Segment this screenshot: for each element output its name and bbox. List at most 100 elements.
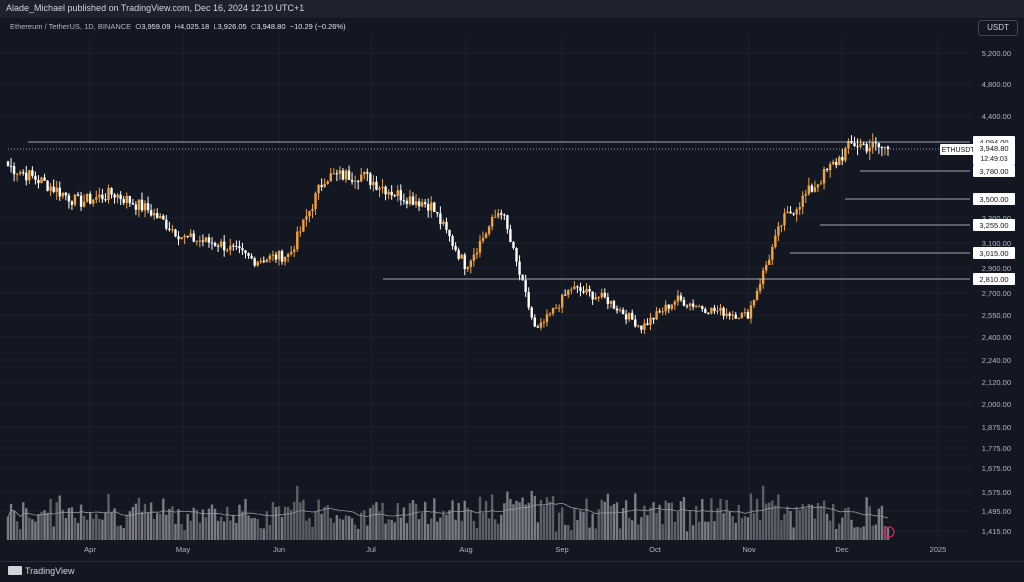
candle-body[interactable]: [369, 173, 372, 186]
volume-bar[interactable]: [771, 500, 774, 540]
volume-bar[interactable]: [649, 507, 652, 540]
candle-body[interactable]: [323, 183, 326, 188]
volume-bar[interactable]: [320, 513, 323, 540]
candle-body[interactable]: [259, 260, 262, 262]
candle-body[interactable]: [280, 251, 284, 262]
volume-bar[interactable]: [722, 513, 725, 540]
volume-bar[interactable]: [417, 519, 421, 540]
volume-bar[interactable]: [573, 508, 576, 540]
volume-bar[interactable]: [761, 485, 765, 540]
candle-body[interactable]: [262, 260, 265, 263]
volume-bar[interactable]: [533, 495, 536, 540]
volume-bar[interactable]: [381, 502, 384, 540]
candle-body[interactable]: [515, 248, 518, 262]
volume-bar[interactable]: [758, 519, 762, 540]
candle-body[interactable]: [293, 249, 296, 252]
candle-body[interactable]: [564, 294, 567, 296]
volume-bar[interactable]: [98, 518, 101, 540]
volume-bar[interactable]: [366, 525, 369, 540]
volume-bar[interactable]: [871, 525, 874, 540]
volume-bar[interactable]: [402, 507, 406, 540]
volume-bar[interactable]: [414, 503, 418, 540]
candle-body[interactable]: [746, 312, 750, 319]
volume-bar[interactable]: [509, 498, 512, 540]
volume-bar[interactable]: [780, 520, 783, 540]
candle-body[interactable]: [232, 245, 235, 247]
volume-bar[interactable]: [76, 522, 80, 540]
candle-body[interactable]: [18, 172, 22, 174]
candle-body[interactable]: [737, 318, 740, 320]
candle-body[interactable]: [204, 237, 208, 242]
candle-body[interactable]: [335, 173, 339, 175]
volume-bar[interactable]: [582, 512, 585, 540]
volume-bar[interactable]: [755, 498, 759, 540]
candle-body[interactable]: [427, 204, 430, 211]
candle-body[interactable]: [168, 228, 171, 230]
candle-body[interactable]: [6, 161, 10, 166]
volume-bar[interactable]: [886, 528, 890, 540]
candle-body[interactable]: [865, 144, 868, 152]
volume-bar[interactable]: [518, 502, 521, 540]
candle-body[interactable]: [350, 179, 354, 182]
volume-bar[interactable]: [73, 517, 77, 540]
volume-bar[interactable]: [792, 527, 795, 540]
volume-bar[interactable]: [813, 518, 817, 540]
candle-body[interactable]: [289, 251, 293, 254]
candle-body[interactable]: [116, 194, 119, 198]
volume-bar[interactable]: [52, 526, 55, 540]
candle-body[interactable]: [813, 187, 817, 192]
volume-bar[interactable]: [469, 509, 473, 540]
volume-bar[interactable]: [156, 513, 159, 540]
candle-body[interactable]: [143, 203, 147, 211]
volume-bar[interactable]: [539, 499, 543, 540]
candle-body[interactable]: [390, 191, 393, 196]
volume-bar[interactable]: [436, 521, 439, 540]
volume-bar[interactable]: [530, 490, 533, 540]
candle-body[interactable]: [210, 242, 214, 244]
candle-body[interactable]: [643, 323, 646, 330]
volume-bar[interactable]: [484, 501, 488, 540]
volume-bar[interactable]: [335, 515, 339, 540]
volume-bar[interactable]: [810, 504, 814, 540]
volume-bar[interactable]: [448, 510, 451, 540]
volume-bar[interactable]: [347, 515, 351, 540]
candle-body[interactable]: [149, 210, 153, 216]
candle-body[interactable]: [533, 317, 536, 327]
candle-body[interactable]: [162, 215, 165, 220]
candle-body[interactable]: [61, 192, 65, 197]
volume-bar[interactable]: [219, 516, 223, 540]
volume-bar[interactable]: [795, 507, 798, 540]
candle-body[interactable]: [554, 307, 558, 309]
candle-body[interactable]: [356, 180, 360, 182]
volume-bar[interactable]: [609, 505, 613, 540]
candle-body[interactable]: [844, 148, 847, 161]
candle-body[interactable]: [634, 319, 637, 327]
volume-bar[interactable]: [457, 503, 460, 540]
volume-bar[interactable]: [113, 508, 116, 540]
candle-body[interactable]: [506, 215, 509, 230]
candle-body[interactable]: [222, 241, 226, 251]
candle-body[interactable]: [174, 229, 177, 237]
candle-body[interactable]: [603, 292, 607, 298]
volume-bar[interactable]: [749, 493, 753, 540]
volume-bar[interactable]: [789, 510, 792, 540]
volume-bar[interactable]: [512, 504, 515, 540]
candle-body[interactable]: [271, 254, 275, 256]
volume-bar[interactable]: [314, 511, 317, 540]
volume-bar[interactable]: [174, 523, 177, 540]
candle-body[interactable]: [871, 141, 874, 148]
candle-body[interactable]: [710, 307, 713, 314]
volume-bar[interactable]: [643, 505, 646, 540]
volume-bar[interactable]: [728, 511, 731, 540]
volume-bar[interactable]: [89, 512, 92, 540]
volume-bar[interactable]: [25, 508, 28, 540]
volume-bar[interactable]: [408, 503, 412, 540]
candle-body[interactable]: [536, 326, 540, 328]
volume-bar[interactable]: [798, 509, 801, 540]
candle-body[interactable]: [460, 254, 463, 259]
volume-bar[interactable]: [466, 507, 469, 540]
volume-bar[interactable]: [615, 502, 619, 540]
volume-bar[interactable]: [445, 514, 448, 540]
candle-body[interactable]: [828, 164, 832, 171]
candle-body[interactable]: [679, 295, 683, 300]
